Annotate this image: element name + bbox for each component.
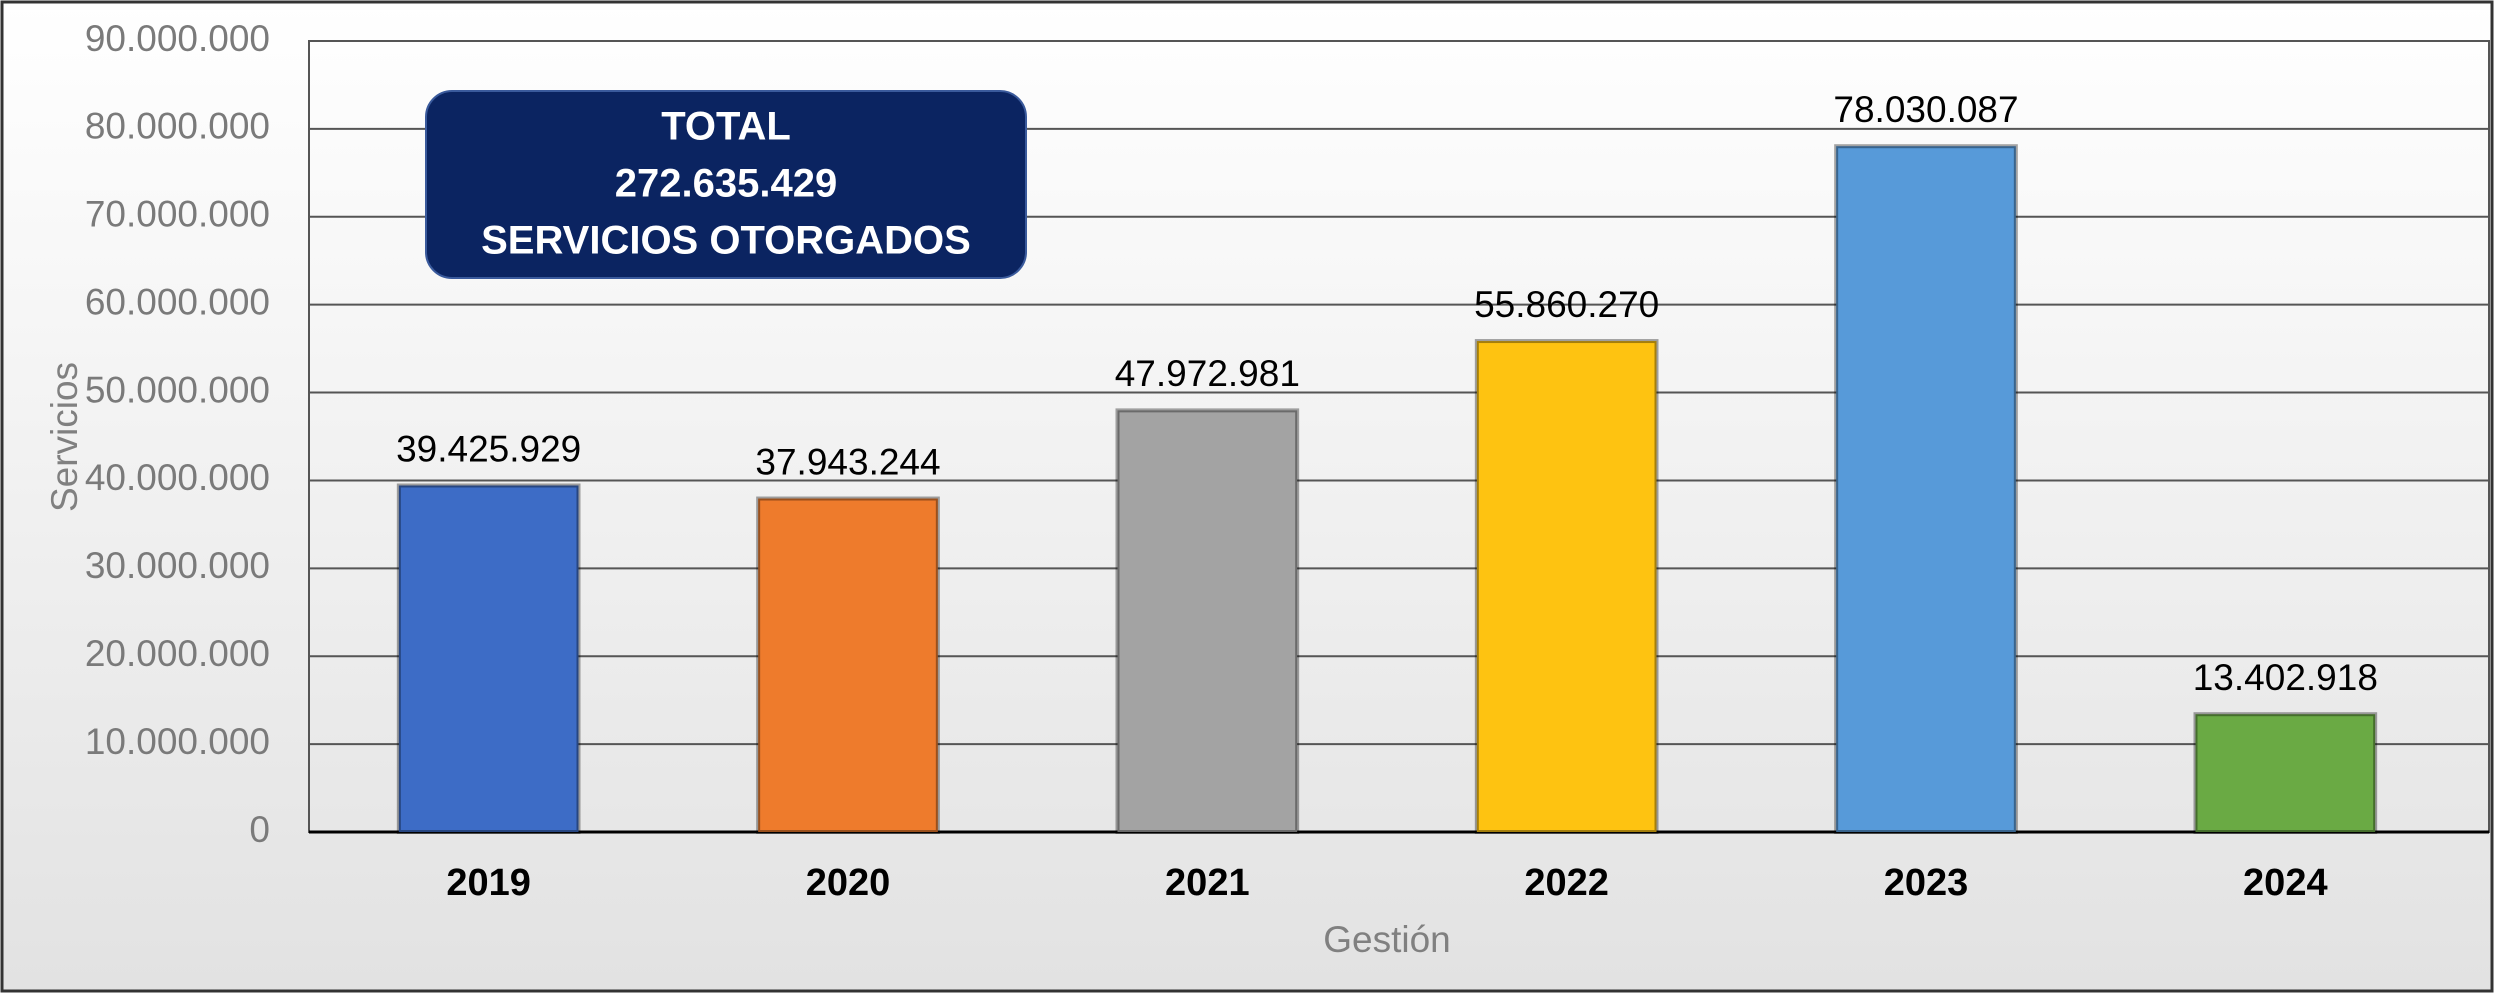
y-tick-label: 50.000.000: [85, 369, 270, 410]
data-label: 47.972.981: [1115, 353, 1300, 394]
data-label: 13.402.918: [2193, 657, 2378, 698]
y-tick-label: 10.000.000: [85, 721, 270, 762]
x-tick-label: 2019: [446, 862, 531, 904]
y-tick-label: 30.000.000: [85, 545, 270, 586]
data-label: 39.425.929: [396, 428, 581, 469]
x-tick-label: 2023: [1884, 862, 1969, 904]
bar: [1834, 144, 2018, 835]
x-tick-label: 2022: [1524, 862, 1609, 904]
x-tick-label: 2021: [1165, 862, 1250, 904]
annotation-text: TOTAL: [661, 105, 791, 149]
y-tick-label: 40.000.000: [85, 457, 270, 498]
y-axis-title: Servicios: [44, 362, 85, 512]
bar: [1474, 339, 1659, 834]
data-label: 78.030.087: [1833, 89, 2018, 130]
x-axis-title: Gestión: [1323, 919, 1451, 960]
x-tick-label: 2024: [2243, 862, 2328, 904]
x-tick-label: 2020: [806, 862, 891, 904]
annotation-box: [425, 90, 1027, 279]
bar: [756, 496, 940, 834]
annotation-text: 272.635.429: [615, 162, 837, 206]
y-tick-label: 0: [249, 809, 270, 850]
bar: [396, 483, 581, 834]
y-tick-label: 80.000.000: [85, 106, 270, 147]
y-tick-label: 90.000.000: [85, 18, 270, 59]
y-tick-label: 60.000.000: [85, 281, 270, 322]
data-label: 55.860.270: [1474, 284, 1659, 325]
y-tick-label: 70.000.000: [85, 194, 270, 235]
bar: [1115, 408, 1300, 834]
y-tick-label: 20.000.000: [85, 633, 270, 674]
annotation-text: SERVICIOS OTORGADOS: [481, 219, 971, 263]
bar: [2193, 712, 2378, 835]
data-label: 37.943.244: [755, 441, 940, 482]
